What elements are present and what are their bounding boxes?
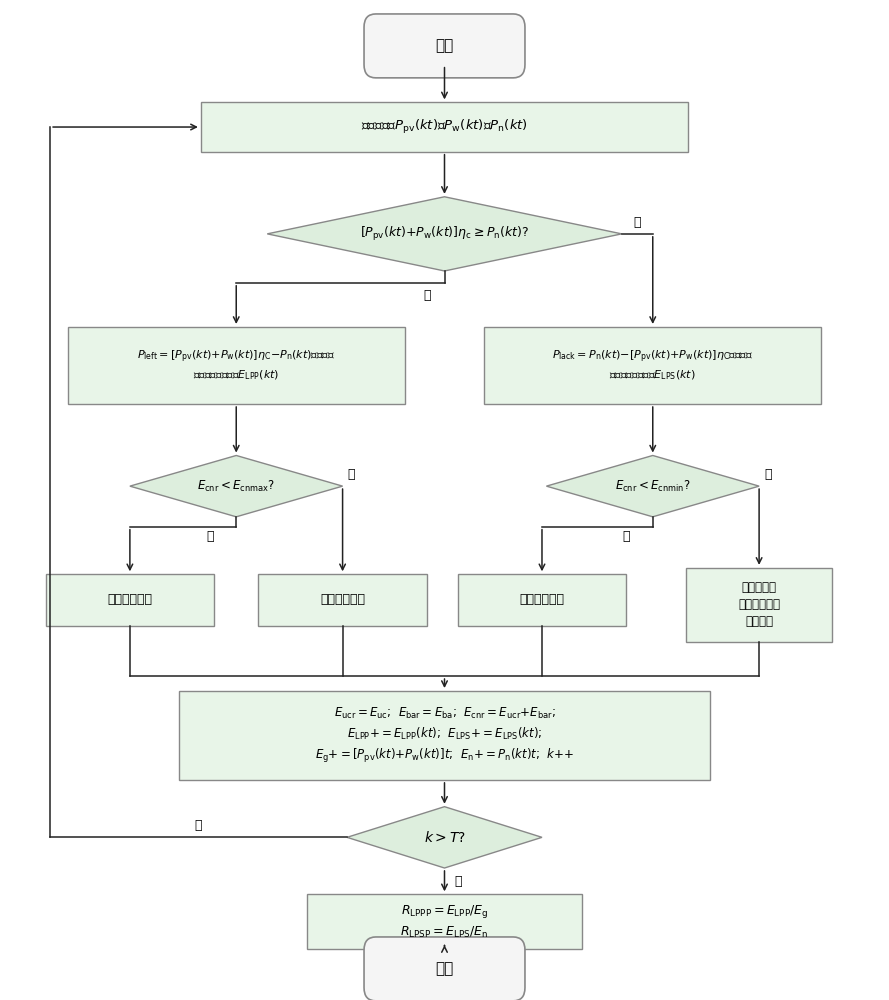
- Text: 读取数据：$P_{\rm pv}(kt)$、$P_{\rm w}(kt)$、$P_{\rm n}(kt)$: 读取数据：$P_{\rm pv}(kt)$、$P_{\rm w}(kt)$、$P…: [361, 118, 528, 136]
- Text: 否: 否: [634, 216, 641, 229]
- Bar: [179, 691, 710, 780]
- Bar: [458, 574, 626, 626]
- FancyBboxPatch shape: [364, 937, 525, 1000]
- Text: $E_{\rm cnr}{<}E_{\rm cnmax}$?: $E_{\rm cnr}{<}E_{\rm cnmax}$?: [197, 479, 276, 494]
- Polygon shape: [547, 455, 759, 517]
- Text: 存在能量缺
失，电网弥补
功率缺失: 存在能量缺 失，电网弥补 功率缺失: [738, 581, 781, 628]
- Text: 否: 否: [348, 468, 356, 481]
- Text: 开始: 开始: [436, 38, 453, 53]
- Text: $E_{\rm cnr}{<}E_{\rm cnmin}$?: $E_{\rm cnr}{<}E_{\rm cnmin}$?: [615, 479, 691, 494]
- Text: 是: 是: [622, 530, 630, 543]
- Bar: [686, 568, 832, 642]
- Text: 否: 否: [765, 468, 772, 481]
- Text: $k{>}T$?: $k{>}T$?: [423, 830, 466, 845]
- Bar: [259, 574, 427, 626]
- Bar: [307, 894, 582, 949]
- Text: 产生能量损失: 产生能量损失: [320, 593, 365, 606]
- FancyBboxPatch shape: [364, 14, 525, 78]
- Text: 储能系统放电: 储能系统放电: [519, 593, 565, 606]
- Text: $R_{\rm LPPP}{=}E_{\rm LPP}/E_{\rm g}$
$R_{\rm LPSP}{=}E_{\rm LPS}/E_{\rm n}$: $R_{\rm LPPP}{=}E_{\rm LPP}/E_{\rm g}$ $…: [400, 903, 489, 940]
- Polygon shape: [347, 807, 542, 868]
- Polygon shape: [268, 197, 621, 271]
- Text: 储能系统充电: 储能系统充电: [108, 593, 152, 606]
- Text: $P_{\rm lack}{=}P_{\rm n}(kt){-}[P_{\rm pv}(kt){+}P_{\rm w}(kt)]\eta_{\rm C}$计算该: $P_{\rm lack}{=}P_{\rm n}(kt){-}[P_{\rm …: [552, 348, 753, 382]
- Bar: [68, 327, 404, 404]
- Bar: [485, 327, 821, 404]
- Text: $[P_{\rm pv}(kt){+}P_{\rm w}(kt)]\eta_{\rm c}{\geq}P_{\rm n}(kt)$?: $[P_{\rm pv}(kt){+}P_{\rm w}(kt)]\eta_{\…: [360, 225, 529, 243]
- Text: 是: 是: [454, 875, 461, 888]
- Text: 否: 否: [195, 819, 203, 832]
- Bar: [45, 574, 214, 626]
- Text: 结束: 结束: [436, 961, 453, 976]
- Text: 是: 是: [206, 530, 213, 543]
- Polygon shape: [130, 455, 342, 517]
- Text: $E_{\rm ucr}{=}E_{\rm uc}$;  $E_{\rm bar}{=}E_{\rm ba}$;  $E_{\rm cnr}{=}E_{\rm : $E_{\rm ucr}{=}E_{\rm uc}$; $E_{\rm bar}…: [315, 706, 574, 765]
- Text: 是: 是: [423, 289, 430, 302]
- Bar: [201, 102, 688, 152]
- Text: $P_{\rm left}{=}[P_{\rm pv}(kt){+}P_{\rm w}(kt)]\eta_{\rm C}{-}P_{\rm n}(kt)$计算该: $P_{\rm left}{=}[P_{\rm pv}(kt){+}P_{\rm…: [137, 348, 335, 382]
